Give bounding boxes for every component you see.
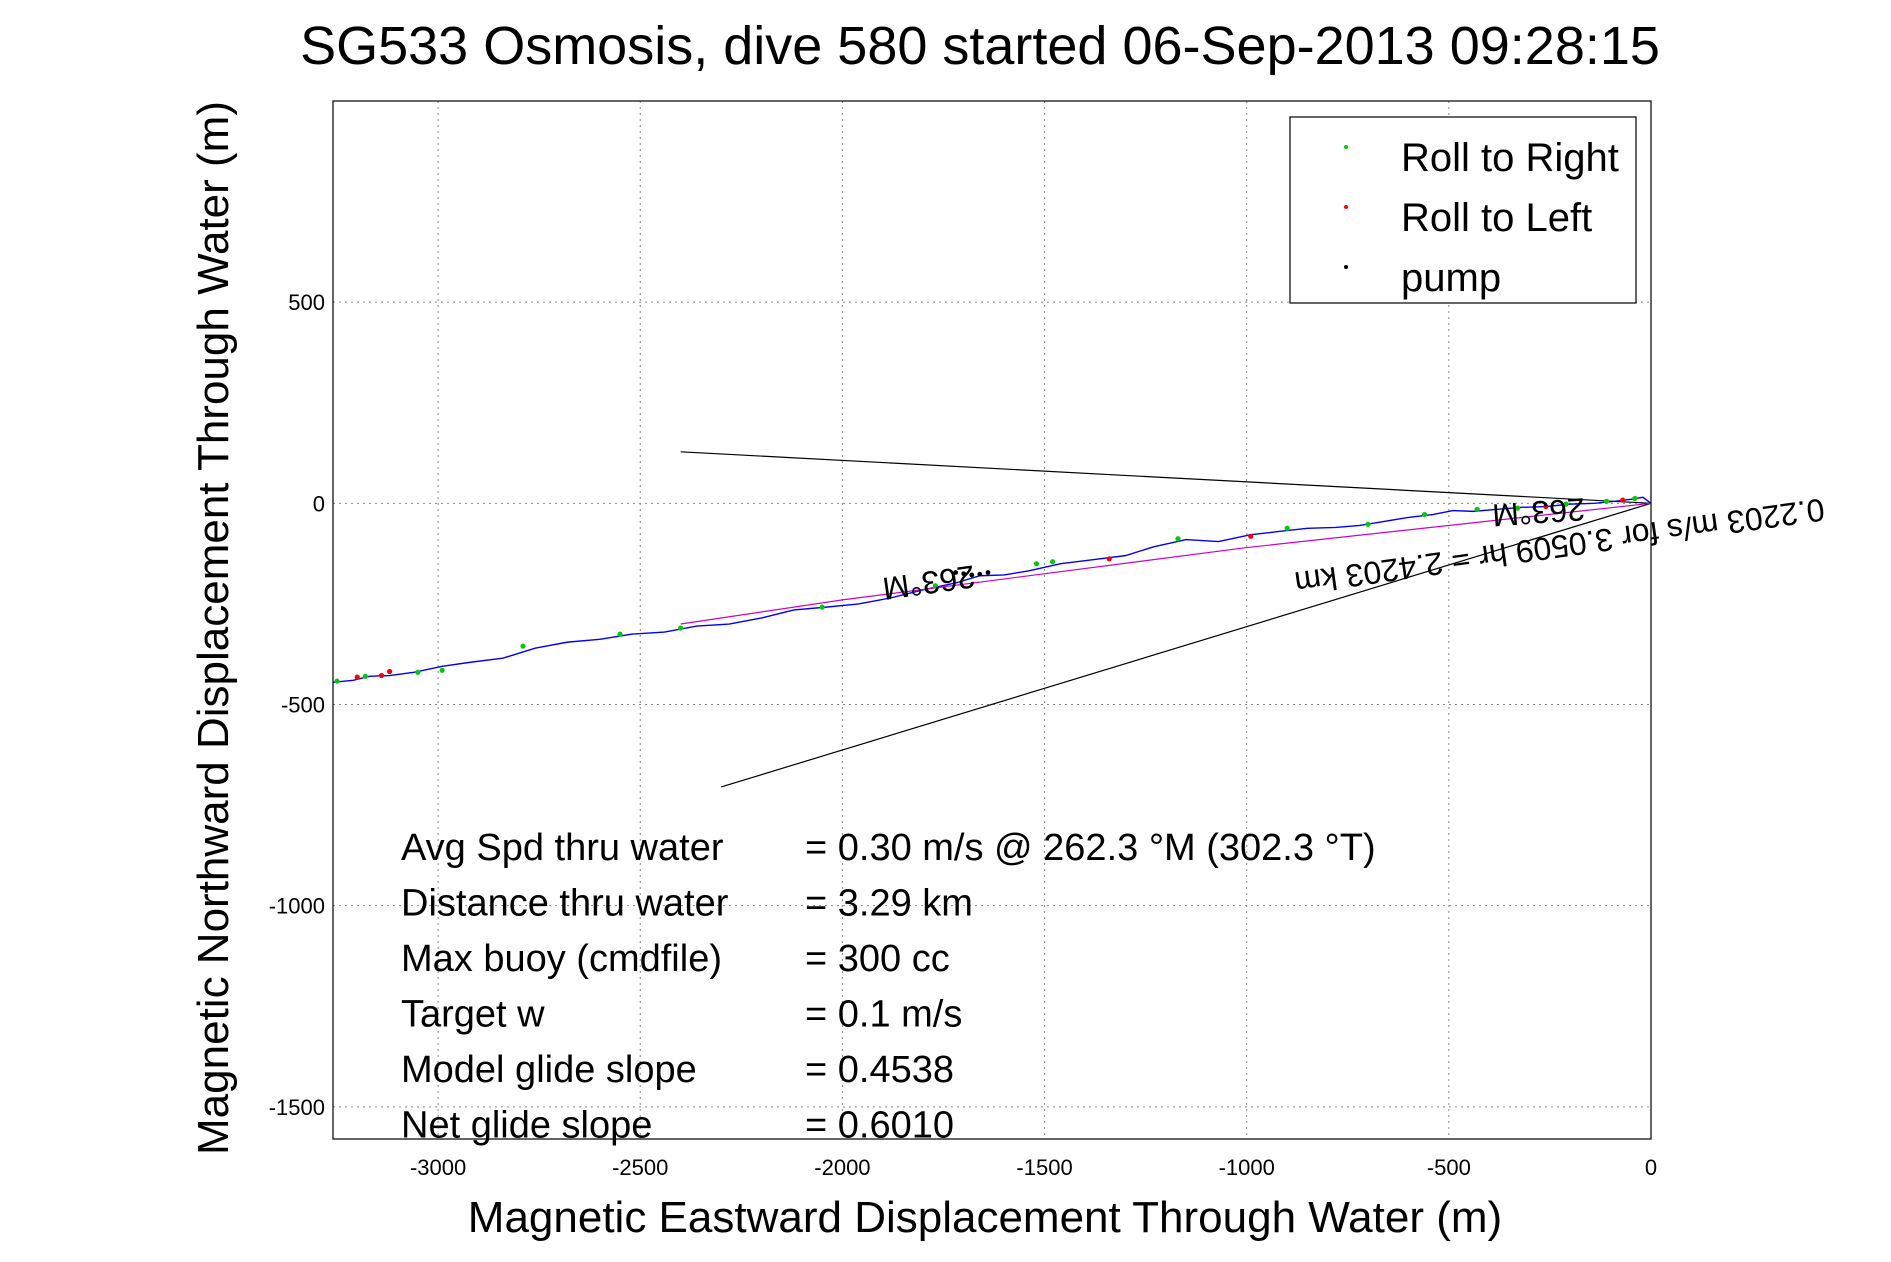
legend-marker-roll-left <box>1344 205 1348 209</box>
x-axis-label: Magnetic Eastward Displacement Through W… <box>468 1193 1502 1242</box>
track-line <box>332 496 1652 684</box>
roll-right-point <box>1050 559 1056 565</box>
roll-right-point <box>1514 505 1521 511</box>
stat-label: Avg Spd thru water <box>401 827 724 869</box>
pump-point <box>985 570 991 575</box>
x-tick-label: -2000 <box>814 1155 870 1180</box>
stat-label: Distance thru water <box>401 883 729 925</box>
track-line-secondary <box>680 502 1652 625</box>
roll-left-point <box>354 674 360 680</box>
roll-right-point <box>1365 521 1371 527</box>
x-tick-label: -1000 <box>1219 1155 1275 1180</box>
stats-block: Avg Spd thru water = 0.30 m/s @ 262.3 °M … <box>401 827 1376 1147</box>
stat-value: = 0.4538 <box>805 1049 954 1091</box>
stat-value: = 3.29 km <box>805 883 973 925</box>
y-tick-label: -1500 <box>269 1095 325 1120</box>
reference-line <box>720 502 1652 788</box>
roll-right-point <box>819 604 825 610</box>
roll-left-point <box>378 672 385 679</box>
roll-right-point <box>415 669 421 675</box>
roll-right-point <box>362 673 368 679</box>
pump-point <box>953 570 959 575</box>
roll-right-point <box>1603 498 1610 504</box>
legend-marker-roll-right <box>1344 145 1348 149</box>
roll-left-point <box>1248 533 1254 539</box>
x-tick-label: -1500 <box>1016 1155 1072 1180</box>
stat-value: = 0.6010 <box>805 1105 954 1147</box>
reference-line <box>680 451 1652 504</box>
y-axis-label: Magnetic Northward Displacement Through … <box>189 101 238 1155</box>
chart-title: SG533 Osmosis, dive 580 started 06-Sep-2… <box>300 16 1660 76</box>
stat-label: Net glide slope <box>401 1105 652 1147</box>
stat-label: Target w <box>401 994 545 1036</box>
x-tick-label: -500 <box>1427 1155 1471 1180</box>
roll-right-point <box>678 625 684 631</box>
roll-left-point <box>1620 497 1626 503</box>
plot-frame <box>332 100 1652 1140</box>
y-tick-label: -1000 <box>269 894 325 919</box>
roll-right-point <box>1632 495 1638 502</box>
roll-right-point <box>520 643 526 649</box>
roll-right-point <box>1474 506 1480 512</box>
roll-right-point <box>1175 536 1181 542</box>
roll-right-point <box>1421 511 1428 518</box>
y-tick-label: 0 <box>313 491 325 516</box>
stat-value: = 0.1 m/s <box>805 994 962 1036</box>
legend-label-pump: pump <box>1401 256 1501 300</box>
roll-right-point <box>1284 525 1290 531</box>
roll-right-point <box>1563 501 1569 507</box>
reference-lines <box>680 451 1652 788</box>
x-tick-label: -3000 <box>410 1155 466 1180</box>
roll-right-point <box>334 678 340 684</box>
roll-markers <box>334 495 1638 684</box>
roll-right-point <box>932 583 938 589</box>
legend: Roll to Right Roll to Left pump <box>1289 116 1637 304</box>
roll-left-point <box>1106 556 1112 562</box>
x-tick-label: 0 <box>1645 1155 1657 1180</box>
pump-point <box>977 571 983 577</box>
x-tick-label: -2500 <box>612 1155 668 1180</box>
legend-label-roll-left: Roll to Left <box>1401 196 1592 240</box>
stat-label: Model glide slope <box>401 1049 697 1091</box>
tick-labels: -3000 -2500 -2000 -1500 -1000 -500 0 500 0 -500 -1… <box>269 290 1657 1180</box>
pump-point <box>961 571 967 577</box>
legend-marker-pump <box>1344 265 1348 269</box>
track-annotation: 263°M <box>1491 491 1586 533</box>
roll-left-point <box>387 668 393 675</box>
stat-label: Max buoy (cmdfile) <box>401 938 722 980</box>
stat-value: = 0.30 m/s @ 262.3 °M (302.3 °T) <box>805 827 1376 869</box>
roll-right-point <box>1033 561 1040 567</box>
y-tick-label: 500 <box>288 290 325 315</box>
legend-label-roll-right: Roll to Right <box>1401 136 1619 180</box>
roll-left-point <box>1543 503 1549 510</box>
y-tick-label: -500 <box>281 692 325 717</box>
roll-right-point <box>439 667 445 673</box>
pump-point <box>969 572 975 578</box>
series-lines <box>332 496 1652 684</box>
roll-right-point <box>617 631 623 637</box>
stat-value: = 300 cc <box>805 938 950 980</box>
